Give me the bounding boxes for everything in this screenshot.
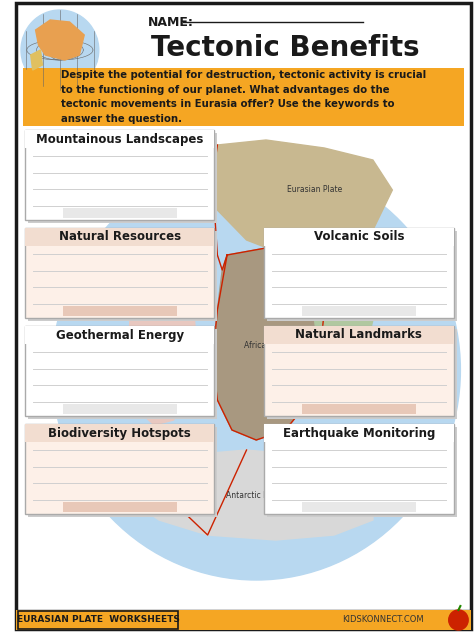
Text: Plate: Plate bbox=[404, 293, 419, 298]
Polygon shape bbox=[130, 450, 373, 540]
Text: Antarctic Plate: Antarctic Plate bbox=[226, 490, 283, 499]
Bar bbox=[25, 326, 214, 344]
Bar bbox=[267, 329, 456, 419]
Polygon shape bbox=[203, 140, 392, 255]
Bar bbox=[25, 424, 214, 514]
Bar bbox=[25, 326, 214, 416]
Text: Mountainous Landscapes: Mountainous Landscapes bbox=[36, 133, 203, 145]
Text: Earthquake Monitoring: Earthquake Monitoring bbox=[283, 427, 435, 439]
Polygon shape bbox=[315, 265, 373, 370]
Bar bbox=[63, 306, 176, 316]
Bar bbox=[25, 228, 214, 246]
Bar bbox=[25, 228, 214, 318]
Bar bbox=[264, 326, 454, 416]
Text: South American: South American bbox=[137, 346, 187, 351]
Bar bbox=[267, 427, 456, 517]
Text: Geothermal Energy: Geothermal Energy bbox=[55, 329, 184, 341]
Bar bbox=[28, 133, 218, 223]
Bar bbox=[16, 610, 471, 630]
Bar bbox=[25, 130, 214, 148]
Text: Volcanic Soils: Volcanic Soils bbox=[314, 231, 404, 243]
Bar bbox=[28, 329, 218, 419]
Bar bbox=[264, 228, 454, 318]
Bar bbox=[23, 68, 464, 126]
Bar bbox=[25, 424, 214, 442]
Text: Tectonic Benefits: Tectonic Benefits bbox=[151, 34, 420, 62]
Text: Natural Resources: Natural Resources bbox=[59, 231, 181, 243]
Bar bbox=[302, 306, 416, 316]
Text: African Plate: African Plate bbox=[244, 341, 292, 349]
Bar bbox=[63, 502, 176, 512]
Circle shape bbox=[52, 160, 460, 580]
Bar bbox=[264, 424, 454, 514]
Bar bbox=[264, 228, 454, 246]
Bar bbox=[63, 208, 176, 218]
Text: Juan de Fuca: Juan de Fuca bbox=[100, 269, 136, 274]
Circle shape bbox=[21, 10, 99, 90]
Text: Despite the potential for destruction, tectonic activity is crucial
to the funct: Despite the potential for destruction, t… bbox=[61, 70, 426, 124]
Bar bbox=[264, 326, 454, 344]
Text: Somali: Somali bbox=[333, 315, 355, 320]
Polygon shape bbox=[36, 20, 84, 60]
Bar bbox=[302, 404, 416, 414]
Bar bbox=[28, 427, 218, 517]
Bar bbox=[25, 130, 214, 220]
Text: NAME:: NAME: bbox=[147, 16, 193, 28]
Bar bbox=[267, 231, 456, 321]
Bar bbox=[63, 404, 176, 414]
Circle shape bbox=[449, 610, 468, 630]
Polygon shape bbox=[128, 270, 196, 425]
Bar bbox=[18, 611, 179, 629]
Bar bbox=[302, 502, 416, 512]
Polygon shape bbox=[31, 50, 42, 70]
Bar bbox=[264, 424, 454, 442]
Text: Biodiversity Hotspots: Biodiversity Hotspots bbox=[48, 427, 191, 439]
Bar bbox=[28, 231, 218, 321]
Text: Natural Landmarks: Natural Landmarks bbox=[295, 329, 422, 341]
Text: EURASIAN PLATE  WORKSHEETS: EURASIAN PLATE WORKSHEETS bbox=[18, 616, 180, 624]
Text: Eurasian Plate: Eurasian Plate bbox=[287, 186, 342, 195]
Polygon shape bbox=[212, 248, 324, 440]
Text: KIDSKONNECT.COM: KIDSKONNECT.COM bbox=[342, 616, 423, 624]
